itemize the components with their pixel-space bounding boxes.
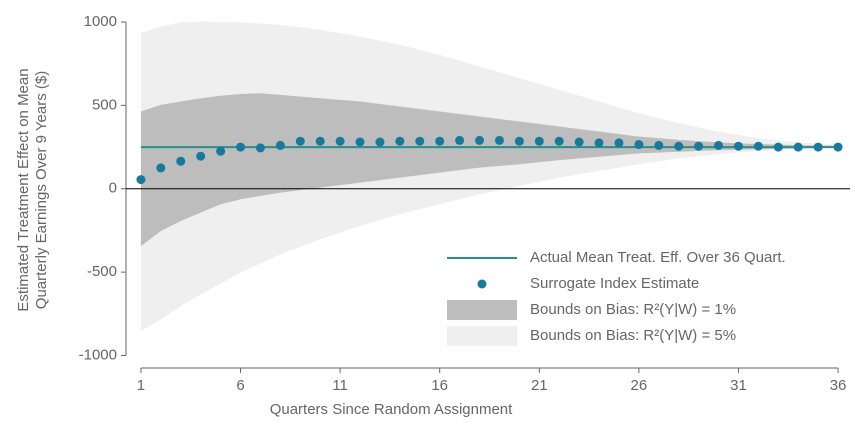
point [654,140,664,150]
legend-label: Surrogate Index Estimate [530,275,699,292]
band-lower-edge [140,146,839,331]
band [140,93,839,246]
point [813,142,823,152]
point [176,156,186,166]
y-tick-label: 500 [92,96,117,113]
point [554,136,564,146]
x-tick-label: 36 [830,377,847,394]
point [156,163,166,173]
point [136,175,146,185]
x-tick-label: 16 [431,377,448,394]
y-tick-label: -1000 [79,346,117,363]
point [295,136,305,146]
y-axis-label: Estimated Treatment Effect on Mean [15,68,32,311]
x-tick-label: 31 [730,377,747,394]
y-tick-label: 1000 [84,13,117,30]
point [395,136,405,146]
point [514,136,524,146]
point [196,151,206,161]
point [255,143,265,153]
y-tick-label: 0 [109,180,117,197]
point [634,140,644,150]
x-tick-label: 1 [137,377,145,394]
x-tick-label: 21 [531,377,548,394]
x-tick-label: 6 [236,377,244,394]
point [494,135,504,145]
point [594,138,604,148]
x-tick-label: 11 [332,377,348,394]
point [753,141,763,151]
point [614,138,624,148]
point [793,142,803,152]
point [315,136,325,146]
legend-swatch [477,279,487,289]
y-axis-label: Quarterly Earnings Over 9 Years ($) [33,71,50,309]
point [733,141,743,151]
point [415,136,425,146]
point [534,136,544,146]
point [355,137,365,147]
point [455,135,465,145]
point [335,136,345,146]
point [236,142,246,152]
legend-label: Bounds on Bias: R²(Y|W) = 1% [530,301,736,318]
point [574,137,584,147]
point [275,140,285,150]
point [216,146,226,156]
point [375,137,385,147]
legend-swatch [447,326,517,346]
point [674,141,684,151]
band-upper-edge [140,93,839,147]
legend-label: Actual Mean Treat. Eff. Over 36 Quart. [530,249,786,266]
y-tick-label: -500 [87,263,117,280]
legend-swatch [447,300,517,320]
point [435,136,445,146]
point [475,135,485,145]
legend-label: Bounds on Bias: R²(Y|W) = 5% [530,327,736,344]
point [714,140,724,150]
x-tick-label: 26 [631,377,648,394]
point [833,142,843,152]
x-axis-label: Quarters Since Random Assignment [270,401,513,418]
band-upper-edge [140,21,839,146]
point [694,141,704,151]
point [773,142,783,152]
